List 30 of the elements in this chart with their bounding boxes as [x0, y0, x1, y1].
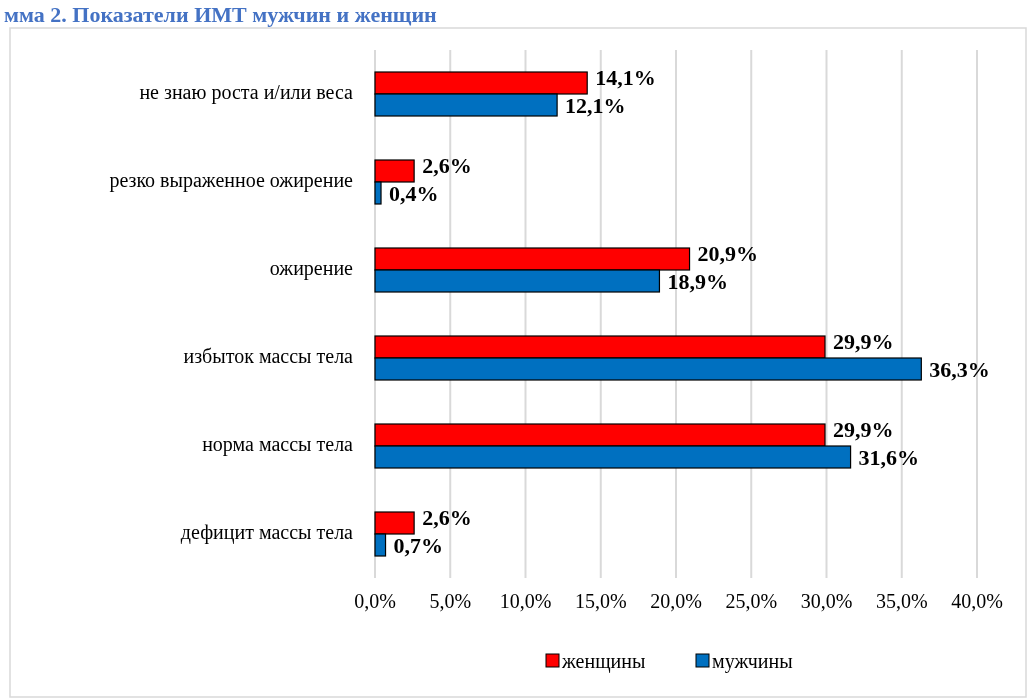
data-label: 29,9% — [832, 417, 894, 443]
x-tick-label: 10,0% — [499, 590, 552, 612]
y-tick-label: дефицит массы тела — [180, 520, 354, 544]
x-tick-label: 0,0% — [354, 590, 396, 612]
data-label: 14,1% — [595, 65, 656, 91]
y-tick-label: резко выраженное ожирение — [109, 168, 354, 192]
x-tick-label: 5,0% — [429, 590, 472, 612]
y-tick-label: ожирение — [269, 256, 354, 280]
chart-title: мма 2. Показатели ИМТ мужчин и женщин — [4, 2, 438, 27]
data-label: 2,6% — [422, 153, 472, 179]
data-label: 36,3% — [929, 357, 990, 383]
x-tick-label: 25,0% — [725, 590, 778, 612]
y-tick-label: норма массы тела — [202, 432, 354, 456]
y-tick-label: избыток массы тела — [183, 344, 354, 367]
data-label: 0,7% — [393, 533, 444, 559]
data-label: 31,6% — [858, 445, 920, 471]
data-label: 2,6% — [422, 505, 472, 531]
legend-label: женщины — [561, 650, 646, 673]
x-tick-label: 20,0% — [650, 590, 702, 612]
x-tick-label: 35,0% — [875, 590, 928, 612]
x-tick-label: 15,0% — [574, 590, 627, 612]
data-label: 12,1% — [565, 93, 626, 119]
x-tick-label: 40,0% — [951, 590, 1003, 612]
y-tick-label: не знаю роста и/или веса — [139, 80, 354, 104]
legend-label: мужчины — [712, 650, 793, 673]
data-label: 29,9% — [832, 329, 894, 355]
data-label: 18,9% — [667, 269, 728, 295]
data-label: 0,4% — [389, 181, 439, 207]
data-label: 20,9% — [697, 241, 759, 267]
x-tick-label: 30,0% — [800, 590, 853, 612]
